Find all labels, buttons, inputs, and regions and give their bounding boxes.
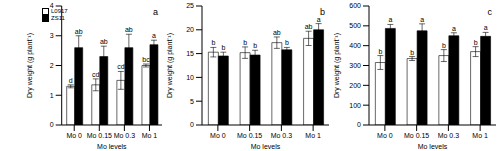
svg-text:2: 2 (50, 62, 54, 69)
svg-text:Dry weight (g plant⁻¹): Dry weight (g plant⁻¹) (166, 33, 174, 98)
svg-text:b: b (285, 39, 289, 46)
html-text:ZS11: ZS11 (51, 15, 65, 21)
svg-text:0: 0 (50, 121, 54, 128)
svg-text:Mo 0.15: Mo 0.15 (87, 132, 112, 139)
svg-text:ab: ab (273, 29, 281, 36)
html-text:c: c (487, 7, 492, 17)
svg-text:b: b (253, 42, 257, 49)
svg-text:300: 300 (349, 62, 361, 69)
svg-text:b: b (211, 39, 215, 46)
svg-text:Mo 1: Mo 1 (472, 132, 488, 139)
html-text:L0917: L0917 (51, 8, 68, 14)
html-text:a: a (153, 7, 158, 17)
svg-text:5: 5 (190, 98, 194, 105)
svg-text:Mo 0.3: Mo 0.3 (114, 132, 136, 139)
svg-text:500: 500 (349, 22, 361, 29)
svg-text:Mo 1: Mo 1 (142, 132, 158, 139)
svg-text:b: b (410, 49, 414, 56)
svg-text:3: 3 (50, 32, 54, 39)
svg-text:15: 15 (186, 50, 194, 57)
svg-text:Mo 0: Mo 0 (210, 132, 226, 139)
svg-text:Dry weight (g plant⁻¹): Dry weight (g plant⁻¹) (333, 33, 341, 98)
svg-text:Mo 0: Mo 0 (66, 132, 82, 139)
svg-text:0: 0 (190, 121, 194, 128)
svg-text:Mo levels: Mo levels (251, 143, 281, 150)
svg-text:200: 200 (349, 82, 361, 89)
svg-text:25: 25 (186, 2, 194, 9)
svg-text:a: a (388, 16, 392, 23)
svg-text:1: 1 (50, 92, 54, 99)
svg-text:Mo 0.3: Mo 0.3 (271, 132, 293, 139)
svg-text:100: 100 (349, 102, 361, 109)
svg-text:Mo 0.15: Mo 0.15 (237, 132, 262, 139)
svg-text:a: a (316, 15, 321, 23)
svg-text:Mo 0.15: Mo 0.15 (404, 132, 429, 139)
svg-text:b: b (243, 39, 247, 46)
svg-text:Mo 0.3: Mo 0.3 (438, 132, 460, 139)
svg-text:10: 10 (186, 74, 194, 81)
svg-text:ab: ab (125, 26, 133, 33)
svg-text:a: a (484, 24, 488, 31)
svg-text:b: b (442, 42, 446, 49)
svg-text:0: 0 (357, 121, 361, 128)
svg-text:4: 4 (50, 2, 54, 9)
svg-text:Mo 0: Mo 0 (377, 132, 393, 139)
svg-text:d: d (69, 77, 73, 84)
svg-text:cd: cd (92, 71, 100, 78)
svg-text:Dry weight (g plant⁻¹): Dry weight (g plant⁻¹) (26, 33, 34, 98)
svg-text:b: b (221, 44, 225, 51)
svg-text:a: a (452, 25, 456, 32)
svg-text:400: 400 (349, 42, 361, 49)
svg-text:a: a (420, 16, 424, 23)
svg-text:b: b (378, 48, 382, 55)
svg-text:a: a (152, 32, 156, 39)
svg-text:20: 20 (186, 26, 194, 33)
svg-text:600: 600 (349, 2, 361, 9)
svg-text:Mo levels: Mo levels (97, 143, 127, 150)
svg-text:cd: cd (117, 63, 125, 70)
svg-text:ab: ab (100, 38, 108, 45)
svg-text:ab: ab (75, 28, 83, 35)
svg-text:bc: bc (142, 56, 150, 63)
svg-text:b: b (474, 39, 478, 46)
svg-text:Mo levels: Mo levels (418, 143, 448, 150)
svg-text:ab: ab (305, 23, 313, 30)
html-text:b: b (320, 7, 325, 17)
svg-text:Mo 1: Mo 1 (305, 132, 321, 139)
